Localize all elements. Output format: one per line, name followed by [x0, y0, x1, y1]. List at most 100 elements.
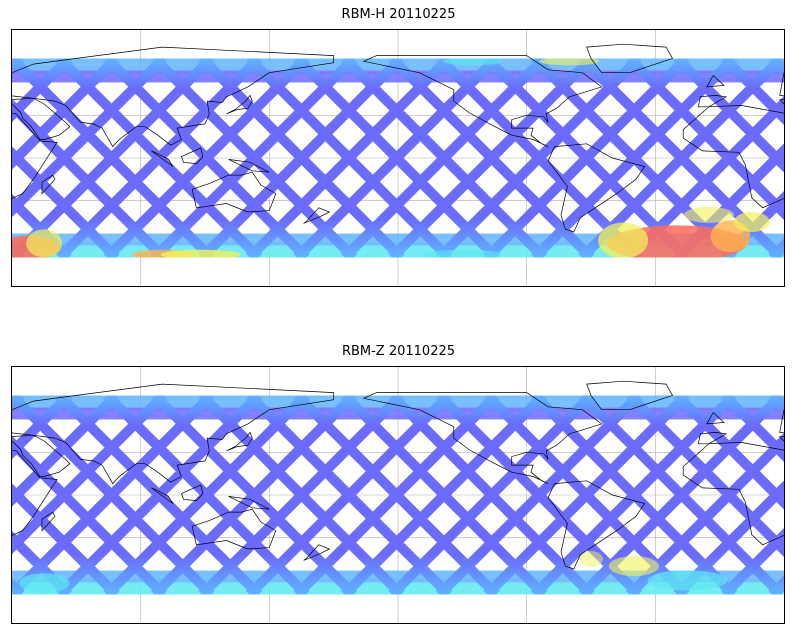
coastline	[12, 97, 71, 140]
high-value-patch	[608, 556, 659, 577]
satellite-swath	[388, 58, 595, 258]
satellite-swath	[12, 395, 168, 555]
coastline	[180, 147, 204, 165]
coastlines	[12, 380, 784, 570]
satellite-swath	[530, 395, 738, 595]
coastline	[12, 112, 58, 199]
map-panel-rbm-z	[11, 366, 785, 624]
coastline	[228, 496, 270, 510]
satellite-swath	[245, 58, 453, 258]
satellite-swath	[720, 527, 784, 595]
coastline	[706, 74, 725, 88]
coastline	[362, 392, 603, 484]
satellite-swath	[12, 395, 73, 460]
map-panel-rbm-h	[11, 29, 785, 287]
coastline	[41, 511, 56, 532]
satellite-swath	[12, 58, 168, 218]
coastline	[547, 480, 646, 570]
high-value-patch	[683, 206, 734, 223]
coastline	[12, 383, 335, 485]
coastline	[682, 442, 784, 546]
south-band-row	[12, 239, 784, 246]
high-value-patch	[422, 249, 503, 258]
coastline	[697, 95, 728, 108]
north-band-row	[12, 70, 784, 77]
satellite-swath	[12, 530, 73, 595]
high-value-patch	[160, 249, 241, 258]
map-canvas-rbm-z	[12, 367, 784, 623]
coastline	[228, 159, 270, 173]
coastline	[151, 150, 174, 167]
coastline	[303, 207, 331, 224]
satellite-swath	[530, 58, 738, 258]
satellite-swath	[340, 395, 548, 595]
coastline	[697, 432, 728, 445]
panel-title-rbm-h: RBM-H 20110225	[341, 7, 456, 22]
high-value-patch	[598, 222, 649, 258]
satellite-swath	[150, 395, 358, 595]
satellite-swath	[12, 395, 120, 507]
satellite-swath	[483, 395, 690, 595]
satellite-swath	[340, 58, 548, 258]
coastline	[180, 484, 204, 502]
satellite-swath	[12, 193, 73, 258]
satellite-swath	[12, 58, 73, 123]
satellite-swath	[720, 395, 784, 463]
satellite-swath	[435, 395, 643, 595]
south-band-row	[12, 576, 784, 583]
coastline	[706, 411, 725, 425]
high-value-patch	[443, 58, 504, 66]
coastline	[779, 72, 784, 97]
orbit-tracks	[12, 58, 784, 258]
coastline	[191, 171, 277, 213]
coastline	[151, 487, 174, 504]
satellite-swath	[198, 58, 405, 258]
coastline	[779, 409, 784, 434]
coastline	[226, 94, 253, 115]
panel-title-rbm-z: RBM-Z 20110225	[341, 344, 456, 359]
satellite-swath	[103, 395, 310, 595]
satellite-swath	[625, 432, 784, 595]
coastline	[12, 46, 335, 148]
coastline	[303, 544, 331, 561]
satellite-swath	[150, 58, 358, 258]
north-band-row	[12, 407, 784, 414]
coastline	[586, 43, 674, 74]
satellite-swath	[55, 395, 263, 595]
satellite-swath	[435, 58, 643, 258]
coastline	[12, 449, 58, 536]
north-band-row	[12, 76, 784, 83]
coastline	[682, 105, 784, 209]
satellite-swath	[673, 480, 784, 595]
satellite-swath	[388, 395, 595, 595]
coastline	[226, 431, 253, 452]
coastline	[12, 434, 71, 477]
map-canvas-rbm-h	[12, 30, 784, 286]
high-value-patch	[647, 570, 728, 591]
south-band-row	[12, 570, 784, 577]
high-value-patch	[19, 573, 70, 594]
satellite-swath	[625, 95, 784, 258]
satellite-swath	[720, 58, 784, 126]
satellite-swath	[245, 395, 453, 595]
satellite-swath	[293, 395, 500, 595]
high-value-patch	[26, 229, 63, 258]
high-value-patch	[733, 212, 770, 232]
orbit-tracks	[12, 395, 784, 595]
north-band-row	[12, 413, 784, 420]
satellite-swath	[12, 58, 215, 258]
satellite-swath	[12, 395, 215, 595]
coastline	[547, 143, 646, 233]
high-value-patch	[539, 58, 600, 66]
satellite-swath	[12, 58, 120, 170]
satellite-swath	[198, 395, 405, 595]
south-band-row	[12, 233, 784, 240]
high-value-regions	[12, 58, 770, 258]
coastline	[362, 55, 603, 147]
coastline	[586, 380, 674, 411]
coastlines	[12, 43, 784, 233]
coastline	[191, 508, 277, 550]
satellite-swath	[483, 58, 690, 258]
high-value-patch	[579, 551, 603, 567]
satellite-swath	[55, 58, 263, 258]
